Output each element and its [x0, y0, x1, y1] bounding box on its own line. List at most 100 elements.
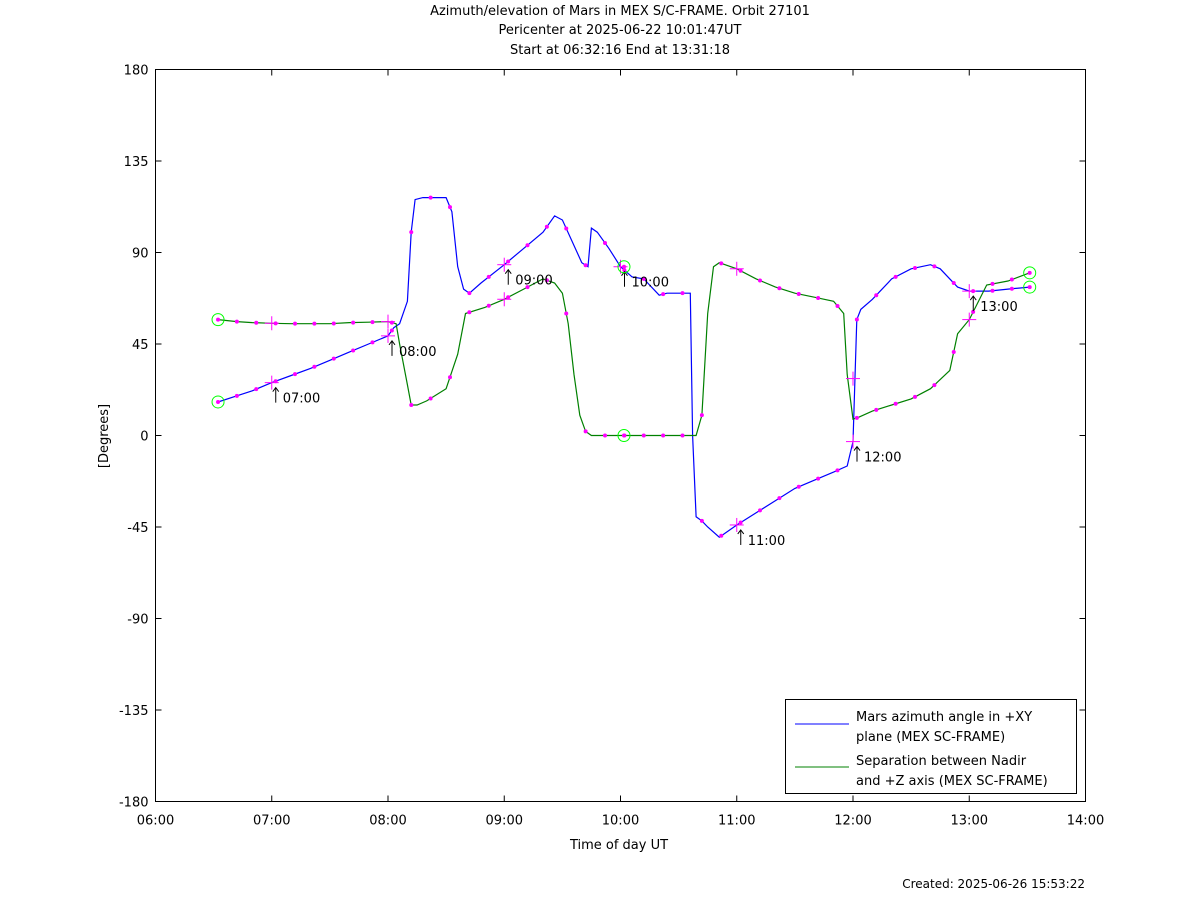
data-point-dot [525, 243, 530, 248]
hour-cross-marker-separation [729, 261, 744, 276]
data-point-dot [409, 230, 414, 235]
endpoint-dot [216, 317, 221, 322]
data-point-dot [583, 429, 588, 434]
hour-label: 13:00 [980, 300, 1017, 315]
data-point-dot [1009, 277, 1014, 282]
data-point-dot [428, 195, 433, 200]
data-point-dot [738, 520, 743, 525]
hour-tick-arrowhead [388, 340, 396, 346]
data-point-dot [758, 278, 762, 283]
data-point-dot [351, 348, 356, 353]
data-point-dot [816, 476, 821, 481]
y-tick-label: -90 [127, 613, 148, 628]
x-tick-label: 07:00 [253, 814, 290, 829]
data-point-dot [913, 394, 917, 399]
data-point-dot [622, 268, 627, 273]
legend-label-azimuth-line1: Mars azimuth angle in +XY [856, 710, 1032, 725]
data-point-dot [312, 364, 317, 369]
data-point-dot [351, 320, 356, 325]
x-axis-label: Time of day UT [569, 838, 668, 853]
data-point-dot [661, 292, 666, 297]
x-tick-label: 10:00 [602, 814, 639, 829]
hour-cross-marker-separation [264, 316, 279, 331]
hour-label: 08:00 [399, 345, 436, 360]
hour-cross-marker-separation [381, 314, 395, 329]
endpoint-dot [621, 264, 626, 269]
data-point-dot [719, 261, 724, 266]
endpoint-dot [621, 433, 626, 438]
hour-label: 09:00 [515, 274, 552, 289]
data-point-dot [312, 321, 317, 326]
data-point-dot [467, 310, 472, 315]
endpoint-circle-marker [211, 395, 225, 409]
hour-cross-marker [381, 328, 395, 343]
data-point-dot [738, 268, 743, 273]
hour-tick-arrowhead [272, 386, 280, 392]
data-point-dot [564, 311, 569, 316]
data-point-dot [816, 296, 821, 301]
x-tick-label: 08:00 [369, 814, 406, 829]
data-point-dot [893, 274, 898, 279]
x-tick-label: 14:00 [1067, 814, 1104, 829]
data-point-dot [506, 295, 511, 300]
axes-layer: 06:00 07:00 08:00 09:00 10:00 11:00 12:00 13:00… [119, 64, 1104, 829]
y-tick-label: -45 [127, 521, 148, 536]
data-point-dot [544, 224, 549, 229]
endpoint-dot [1027, 270, 1032, 275]
data-point-dot [293, 321, 297, 326]
hour-cross-marker [846, 434, 860, 449]
data-point-dot [409, 403, 414, 407]
hour-cross-marker [497, 257, 512, 272]
marker-layer: 07:00 08:00 09:00 10:00 11:00 12:00 13:00 [211, 195, 1037, 549]
chart-title: Azimuth/elevation of Mars in MEX S/C-FRA… [430, 4, 810, 19]
data-point-dot [293, 372, 297, 377]
legend: Mars azimuth angle in +XY plane (MEX SC-… [785, 699, 1077, 794]
data-point-dot [680, 433, 685, 438]
data-point-dot [331, 321, 336, 326]
x-tick-label: 06:00 [137, 814, 174, 829]
data-point-dot [699, 413, 704, 418]
legend-label-azimuth-line2: plane (MEX SC-FRAME) [856, 730, 1005, 745]
data-point-dot [796, 291, 801, 296]
legend-label-separation-line2: and +Z axis (MEX SC-FRAME) [856, 774, 1048, 789]
data-point-dot [971, 309, 976, 314]
data-point-dot [699, 518, 704, 523]
data-point-dot [467, 291, 472, 296]
series-line-azimuth [217, 197, 1030, 538]
data-point-dot [544, 278, 549, 283]
data-point-dot [777, 286, 782, 291]
hour-tick-arrowhead [853, 445, 861, 451]
data-point-dot [506, 259, 511, 264]
data-point-dot [796, 484, 801, 489]
data-point-dot [661, 433, 666, 438]
y-tick-label: 0 [140, 430, 148, 445]
data-point-dot [990, 281, 995, 286]
data-point-dot [370, 340, 375, 345]
y-tick-label: -180 [119, 796, 149, 811]
data-point-dot [835, 468, 840, 473]
hour-tick-arrowhead [621, 270, 628, 277]
hour-tick-arrowhead [504, 268, 512, 275]
legend-label-separation-line1: Separation between Nadir [856, 754, 1027, 769]
y-tick-label: 180 [124, 64, 149, 79]
hour-label: 07:00 [283, 392, 320, 407]
hour-label: 10:00 [632, 276, 669, 291]
hour-cross-marker-separation [497, 292, 512, 307]
data-point-dot [913, 265, 917, 270]
x-tick-label: 12:00 [834, 814, 871, 829]
data-point-dot [234, 319, 239, 324]
data-point-dot [641, 276, 646, 281]
data-point-dot [331, 356, 336, 361]
y-tick-label: 135 [124, 155, 149, 170]
endpoint-circle-marker [617, 429, 631, 442]
data-point-dot [854, 415, 859, 420]
data-point-dot [990, 288, 995, 293]
chart-subtitle-pericenter: Pericenter at 2025-06-22 10:01:47UT [498, 23, 742, 38]
y-tick-label: 90 [132, 247, 149, 262]
data-point-dot [932, 383, 937, 388]
data-point-dot [525, 285, 530, 290]
hour-tick-arrowhead [737, 529, 745, 535]
y-tick-label: -135 [119, 704, 149, 719]
data-point-dot [603, 433, 607, 438]
